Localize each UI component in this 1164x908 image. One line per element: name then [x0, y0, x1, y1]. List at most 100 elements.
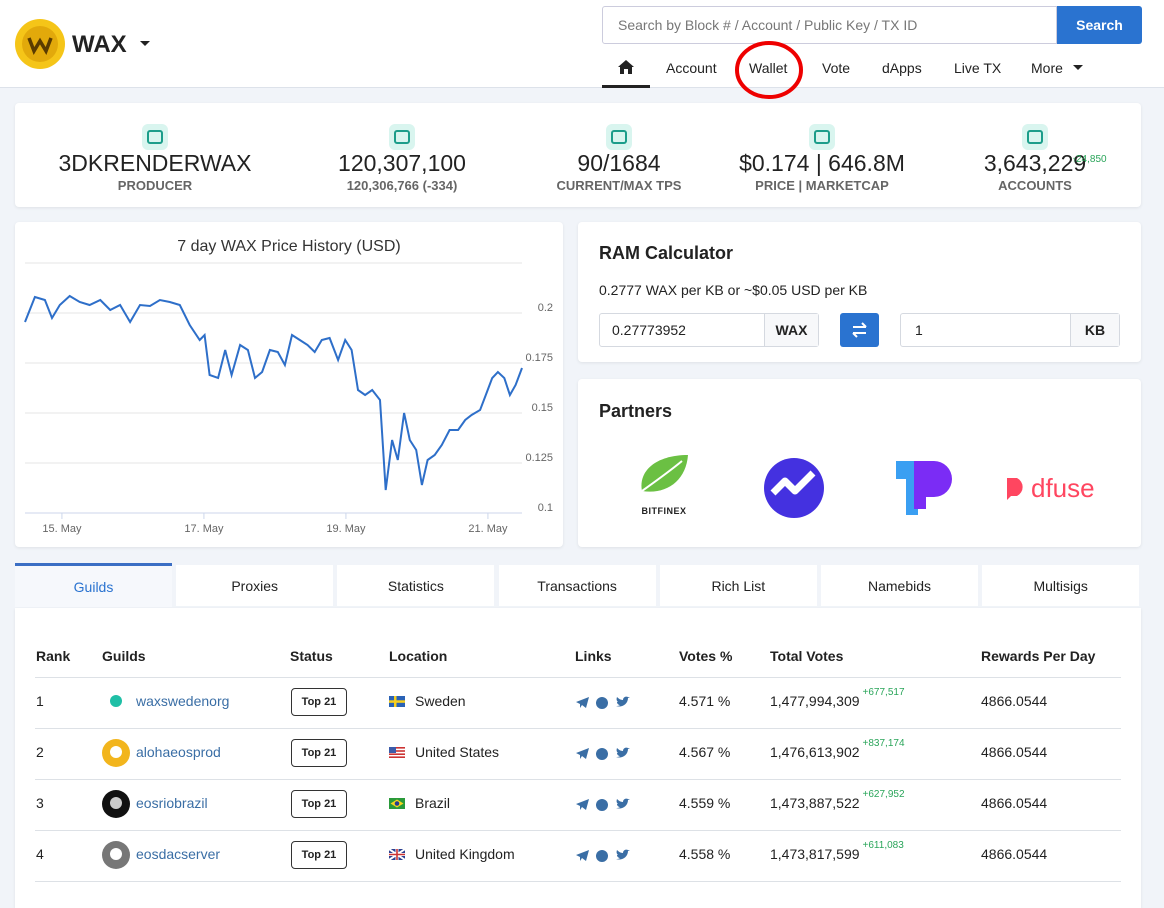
- stat-label: ACCOUNTS: [998, 178, 1072, 193]
- x-tick-label: 17. May: [184, 523, 224, 535]
- nav-item[interactable]: dApps: [882, 60, 922, 76]
- website-icon[interactable]: [596, 697, 608, 709]
- guild-name[interactable]: eosriobrazil: [136, 795, 208, 811]
- telegram-icon[interactable]: [576, 799, 589, 810]
- link-icons[interactable]: [576, 747, 632, 761]
- website-icon[interactable]: [596, 748, 608, 760]
- telegram-icon[interactable]: [576, 748, 589, 759]
- flag-part: [389, 756, 405, 758]
- stat-change-value: 24,850: [1076, 154, 1107, 165]
- bitfinex-text: BITFINEX: [641, 506, 687, 516]
- column-header: Links: [575, 648, 612, 664]
- stat-icon-bg: [809, 124, 835, 150]
- twitter-icon[interactable]: [616, 798, 630, 809]
- stats-card: 3DKRENDERWAX PRODUCER 120,307,100 120,306,7…: [15, 103, 1141, 207]
- location: Sweden: [415, 693, 466, 709]
- nav-item[interactable]: Vote: [822, 60, 851, 76]
- total-votes: 1,473,817,599: [770, 846, 860, 862]
- search-button[interactable]: Search: [1057, 6, 1142, 44]
- votes-percent: 4.559 %: [679, 795, 731, 811]
- flag: [389, 849, 405, 860]
- nav-item[interactable]: Wallet: [749, 60, 788, 76]
- guild-logo-mark: [110, 797, 122, 809]
- home-icon[interactable]: [617, 59, 635, 75]
- bitfinex-logo[interactable]: [636, 451, 692, 501]
- stat-icon: [389, 124, 415, 150]
- guild-name[interactable]: alohaeosprod: [136, 744, 221, 760]
- y-tick-label: 0.2: [538, 302, 553, 314]
- x-tick-label: 15. May: [42, 523, 82, 535]
- x-tick-label: 19. May: [326, 523, 366, 535]
- partner-logo[interactable]: [763, 457, 825, 519]
- status-badge: Top 21: [291, 688, 347, 716]
- wax-input[interactable]: 0.27773952 WAX: [599, 313, 819, 347]
- website-icon[interactable]: [596, 799, 608, 811]
- dfuse-icon[interactable]: [1005, 476, 1029, 500]
- stat-icon-shape: [814, 130, 830, 144]
- annotation-circle: [735, 41, 803, 99]
- stat-icon-shape: [394, 130, 410, 144]
- flag: [389, 747, 405, 758]
- price-line: [24, 294, 523, 491]
- stat-change: ↑24,850: [1072, 154, 1107, 165]
- location: Brazil: [415, 795, 451, 811]
- status-badge: Top 21: [291, 841, 347, 869]
- votes-percent: 4.571 %: [679, 693, 731, 709]
- nav-item[interactable]: Live TX: [954, 60, 1002, 76]
- kb-unit: KB: [1070, 314, 1119, 346]
- total-votes: 1,477,994,309: [770, 693, 860, 709]
- column-header: Status: [290, 648, 333, 664]
- link-icons[interactable]: [576, 849, 632, 863]
- swap-button[interactable]: [840, 313, 879, 347]
- twitter-icon[interactable]: [616, 696, 630, 707]
- link-icons[interactable]: [576, 696, 632, 710]
- tab[interactable]: Statistics: [337, 565, 495, 606]
- column-header: Rank: [36, 648, 71, 664]
- nav-item[interactable]: More: [1031, 60, 1063, 76]
- flag-part: [389, 849, 405, 860]
- row-rule: [35, 881, 1121, 882]
- tab[interactable]: Multisigs: [982, 565, 1140, 606]
- tab[interactable]: Namebids: [821, 565, 978, 606]
- telegram-icon[interactable]: [576, 697, 589, 708]
- wax-unit: WAX: [764, 314, 818, 346]
- row-rule: [35, 728, 1121, 729]
- guild-logo: [102, 841, 130, 869]
- brand-caret[interactable]: [139, 40, 151, 48]
- flag: [389, 798, 405, 809]
- link-icons[interactable]: [576, 798, 632, 812]
- twitter-icon[interactable]: [616, 849, 630, 860]
- stat-label: 120,306,766 (-334): [346, 178, 458, 193]
- tab[interactable]: Proxies: [176, 565, 334, 606]
- header-rule: [35, 677, 1121, 678]
- row-rule: [35, 779, 1121, 780]
- tab[interactable]: Transactions: [498, 565, 656, 606]
- stat-icon-shape: [1027, 130, 1043, 144]
- flag-part: [389, 753, 405, 755]
- tab[interactable]: Guilds: [15, 563, 172, 607]
- votes-percent: 4.558 %: [679, 846, 731, 862]
- ram-card: RAM Calculator 0.2777 WAX per KB or ~$0.…: [578, 222, 1141, 362]
- tab[interactable]: Rich List: [659, 565, 817, 606]
- y-tick-label: 0.1: [538, 502, 553, 514]
- guild-name[interactable]: eosdacserver: [136, 846, 221, 862]
- nav-item[interactable]: Account: [666, 60, 717, 76]
- x-tick-label: 21. May: [468, 523, 508, 535]
- stat-label: PRICE | MARKETCAP: [755, 178, 889, 193]
- stat-icon: [1022, 124, 1048, 150]
- twitter-icon[interactable]: [616, 747, 630, 758]
- total-votes: 1,476,613,902: [770, 744, 860, 760]
- guild-name[interactable]: waxswedenorg: [136, 693, 230, 709]
- tp-logo[interactable]: [896, 461, 956, 516]
- y-tick-label: 0.175: [525, 352, 553, 364]
- search-input[interactable]: Search by Block # / Account / Public Key…: [602, 6, 1057, 44]
- votes-percent: 4.567 %: [679, 744, 731, 760]
- kb-input[interactable]: 1 KB: [900, 313, 1120, 347]
- guild-logo: [102, 688, 130, 716]
- website-icon[interactable]: [596, 850, 608, 862]
- search-placeholder: Search by Block # / Account / Public Key…: [618, 17, 918, 33]
- stat-value: 120,307,100: [338, 150, 466, 176]
- up-arrow: ↑: [1072, 155, 1076, 164]
- telegram-icon[interactable]: [576, 850, 589, 861]
